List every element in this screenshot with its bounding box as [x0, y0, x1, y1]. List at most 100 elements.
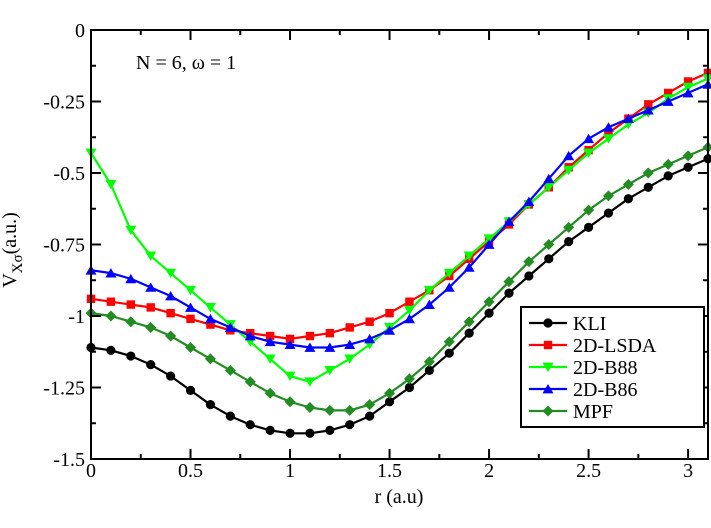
data-point-mpf [284, 396, 296, 408]
data-point-2d-b88 [543, 182, 555, 193]
y-tick-label: -0.5 [53, 163, 85, 185]
data-point-2d-lsda [604, 128, 613, 138]
data-point-kli [185, 385, 196, 395]
data-point-2d-b88 [304, 377, 316, 387]
data-point-mpf [483, 296, 495, 308]
data-point-kli [504, 288, 514, 298]
data-point-2d-b86 [423, 299, 435, 309]
data-point-2d-b86 [523, 196, 535, 206]
data-point-2d-b88 [483, 234, 495, 244]
data-point-mpf [224, 364, 236, 376]
axes-layer: 0 0.5 1 1.5 2 2.5 3 0 -0.25 -0.5 -0.75 -1 -1.25 -1.5 [43, 20, 709, 482]
data-point-2d-b86 [483, 239, 495, 249]
data-point-kli [126, 351, 136, 361]
legend-marker-kli [543, 318, 553, 328]
data-point-kli [564, 237, 574, 247]
data-point-2d-b86 [662, 96, 674, 106]
x-axis-label: r (a.u) [375, 486, 424, 508]
data-point-2d-lsda [146, 303, 155, 312]
data-point-kli [365, 411, 375, 421]
data-point-kli [106, 345, 116, 355]
data-point-mpf [642, 167, 654, 179]
data-point-kli [544, 254, 554, 264]
data-point-2d-b86 [105, 268, 117, 278]
data-point-2d-b88 [682, 82, 694, 93]
y-tick-label: -0.25 [43, 92, 85, 114]
data-point-2d-b86 [125, 273, 137, 284]
legend-label-2d-b86: 2D-B86 [573, 379, 637, 401]
data-point-mpf [423, 356, 435, 368]
data-point-mpf [105, 310, 117, 322]
data-point-2d-b86 [264, 336, 276, 347]
data-point-2d-lsda [186, 314, 195, 324]
legend-marker-2d-b86 [542, 384, 554, 394]
data-point-2d-lsda [206, 320, 215, 329]
data-point-2d-b88 [583, 148, 595, 158]
data-point-kli [484, 308, 494, 318]
data-point-2d-b86 [543, 173, 555, 184]
data-point-2d-lsda [644, 100, 653, 109]
x-tick-label: 2.5 [576, 460, 601, 482]
series-line-2d-b88 [90, 77, 709, 383]
data-point-mpf [364, 399, 376, 411]
data-point-2d-b86 [583, 133, 595, 144]
data-point-2d-lsda [325, 328, 335, 338]
data-point-kli [285, 428, 295, 438]
data-point-2d-b86 [344, 339, 356, 349]
data-point-mpf [583, 204, 595, 216]
data-point-2d-b86 [324, 342, 336, 352]
legend-label-2d-lsda: 2D-LSDA [573, 335, 657, 357]
data-point-mpf [443, 336, 455, 348]
x-tick-label: 2 [484, 460, 494, 482]
data-point-kli [384, 397, 395, 407]
y-tick-label: -1 [68, 306, 85, 328]
data-point-mpf [563, 221, 575, 233]
data-point-mpf [384, 387, 396, 399]
data-point-2d-b88 [204, 303, 216, 313]
data-point-2d-lsda [345, 323, 354, 332]
data-point-kli [225, 411, 235, 421]
data-point-2d-b86 [185, 302, 197, 312]
data-point-2d-b86 [503, 216, 515, 227]
x-tick-label: 3 [683, 460, 693, 482]
y-axis-label-main: V [0, 273, 21, 288]
data-point-2d-b86 [304, 342, 316, 352]
data-point-2d-b88 [145, 251, 157, 261]
y-tick-label: -1.25 [43, 378, 85, 400]
data-point-2d-lsda [305, 331, 315, 341]
data-point-2d-b88 [165, 268, 177, 279]
data-point-2d-lsda [683, 77, 693, 86]
data-point-2d-lsda [265, 331, 275, 341]
x-tick-label: 1 [285, 460, 295, 482]
data-point-kli [205, 400, 216, 410]
data-point-2d-b88 [105, 180, 117, 190]
x-tick-label: 1.5 [377, 460, 402, 482]
y-axis-label-sub: Xσ [10, 254, 26, 273]
data-point-2d-b88 [563, 165, 575, 176]
data-point-mpf [503, 276, 515, 288]
data-point-kli [404, 382, 415, 393]
data-point-2d-b88 [324, 365, 336, 376]
data-point-2d-lsda [106, 297, 116, 306]
data-point-mpf [463, 316, 475, 328]
data-point-kli [464, 328, 474, 338]
series-kli [86, 154, 711, 438]
data-point-2d-b88 [125, 225, 137, 236]
data-point-kli [424, 365, 434, 375]
data-point-2d-b86 [403, 313, 415, 324]
data-point-2d-b86 [622, 113, 634, 124]
data-point-mpf [185, 341, 197, 353]
y-tick-label: -1.5 [53, 449, 85, 471]
data-point-2d-b86 [145, 282, 157, 292]
data-point-mpf [324, 404, 336, 416]
data-point-mpf [304, 402, 316, 414]
data-point-mpf [543, 239, 555, 250]
data-point-2d-b88 [284, 371, 296, 382]
data-point-kli [325, 425, 335, 435]
legend-marker-2d-b88 [542, 362, 554, 372]
data-point-kli [623, 194, 633, 204]
data-point-2d-b86 [284, 339, 296, 349]
data-point-2d-b86 [384, 325, 396, 335]
